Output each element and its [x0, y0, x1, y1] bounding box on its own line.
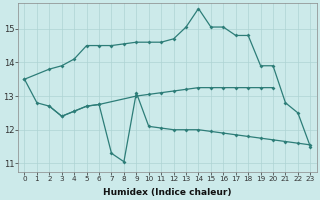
X-axis label: Humidex (Indice chaleur): Humidex (Indice chaleur) — [103, 188, 232, 197]
